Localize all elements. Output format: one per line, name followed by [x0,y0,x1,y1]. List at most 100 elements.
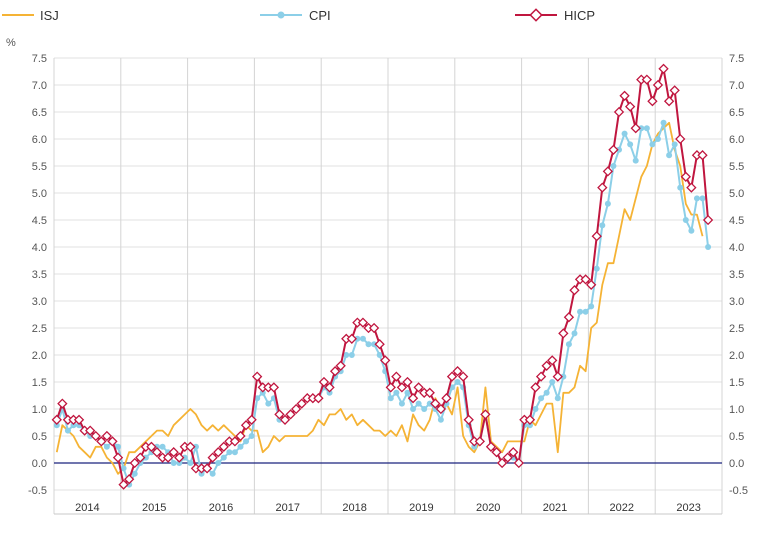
data-point-hicp [530,382,541,393]
data-point-hicp [268,382,280,393]
data-point-cpi [410,406,417,412]
data-point-hicp [686,182,697,193]
data-point-hicp [307,393,319,404]
data-point-cpi [526,422,533,429]
data-point-cpi [87,433,94,439]
data-point-hicp [185,441,196,452]
legend-item-isj[interactable]: ISJ [2,8,59,23]
data-point-cpi [627,141,634,148]
data-point-cpi [248,433,255,439]
data-point-cpi [120,465,127,472]
data-point-hicp [630,123,641,134]
data-point-hicp [135,452,146,463]
data-point-hicp [257,382,268,393]
data-point-hicp [57,398,68,409]
data-point-hicp [441,393,452,404]
data-point-cpi [181,454,188,461]
data-point-hicp [123,474,135,485]
data-point-cpi [565,341,572,348]
data-point-cpi [64,427,71,434]
data-point-cpi [126,481,133,488]
legend-item-hicp[interactable]: HICP [515,8,595,23]
data-point-cpi [376,352,383,358]
y-tick-label-right: 7.5 [729,53,744,65]
data-point-hicp [229,436,241,447]
y-tick-label-left: 1.5 [32,377,47,389]
data-point-cpi [677,184,684,191]
data-point-cpi [421,406,428,412]
data-point-hicp [73,414,85,425]
data-point-hicp [586,279,597,290]
data-point-hicp [96,436,107,447]
y-tick-label-right: 7.0 [729,80,744,92]
data-point-hicp [641,74,653,85]
data-point-hicp [368,322,380,334]
data-point-hicp [419,387,430,398]
data-point-hicp [580,274,591,285]
data-point-cpi [599,222,606,229]
data-point-hicp [502,452,513,463]
data-point-cpi [688,227,695,234]
data-point-hicp [446,371,458,382]
data-point-hicp [118,479,129,490]
data-point-hicp [224,436,235,447]
y-tick-label-right: 3.5 [729,269,744,281]
legend-item-cpi[interactable]: CPI [260,8,331,23]
y-tick-label-left: 0.0 [32,458,47,470]
data-point-hicp [474,436,486,447]
data-point-cpi [638,125,645,132]
data-point-cpi [243,438,250,445]
data-point-cpi [371,341,378,348]
y-tick-label-left: 4.5 [32,215,47,227]
data-point-hicp [146,441,157,452]
y-axis-left: -0.5 0.0 0.5 1.0 1.5 2.0 2.5 3.0 3.5 4.0 4.5 5.0 5.5… [28,53,47,497]
data-point-hicp [491,447,502,458]
data-point-hicp [363,322,374,334]
data-point-cpi [53,422,60,429]
data-point-hicp [279,414,291,425]
data-point-cpi [593,265,600,272]
data-point-cpi [187,460,194,466]
data-point-cpi [671,141,678,148]
data-point-hicp [68,414,79,425]
y-tick-label-right: 5.0 [729,188,744,200]
data-point-hicp [107,436,118,447]
data-point-hicp [341,333,352,344]
data-point-hicp [496,457,508,469]
data-point-hicp [151,447,163,458]
data-point-hicp [569,285,580,296]
data-point-hicp [374,339,385,350]
data-point-hicp [552,371,563,382]
data-point-cpi [682,217,689,223]
series-hicp [51,63,714,490]
series-line-isj [55,121,704,475]
x-axis: 2014 2015 2016 2017 2018 2019 2020 2021 2022 2023 [75,502,701,514]
data-point-hicp [619,90,630,101]
x-tick-label: 2015 [142,502,166,514]
y-tick-label-right: 6.0 [729,134,744,146]
data-point-cpi [699,195,706,202]
series-layer [51,63,714,490]
data-point-cpi [153,443,160,450]
data-point-hicp [201,463,213,474]
y-tick-label-right: 4.0 [729,242,744,254]
data-point-cpi [115,443,122,450]
data-point-cpi [654,136,661,142]
data-point-hicp [168,447,179,458]
y-tick-label-left: 3.0 [32,296,47,308]
data-point-hicp [480,409,491,420]
data-point-cpi [649,141,656,148]
x-tick-label: 2023 [676,502,700,514]
data-point-hicp [647,96,658,107]
x-tick-label: 2018 [342,502,366,514]
data-point-hicp [658,63,669,74]
data-point-cpi [326,389,333,396]
data-point-cpi [437,416,444,423]
data-point-hicp [246,414,257,425]
data-point-cpi [142,454,149,461]
data-point-hicp [396,382,408,393]
y-tick-label-right: 1.5 [729,377,744,389]
data-point-hicp [457,371,469,382]
data-point-cpi [170,460,177,466]
y-tick-label-left: 3.5 [32,269,47,281]
